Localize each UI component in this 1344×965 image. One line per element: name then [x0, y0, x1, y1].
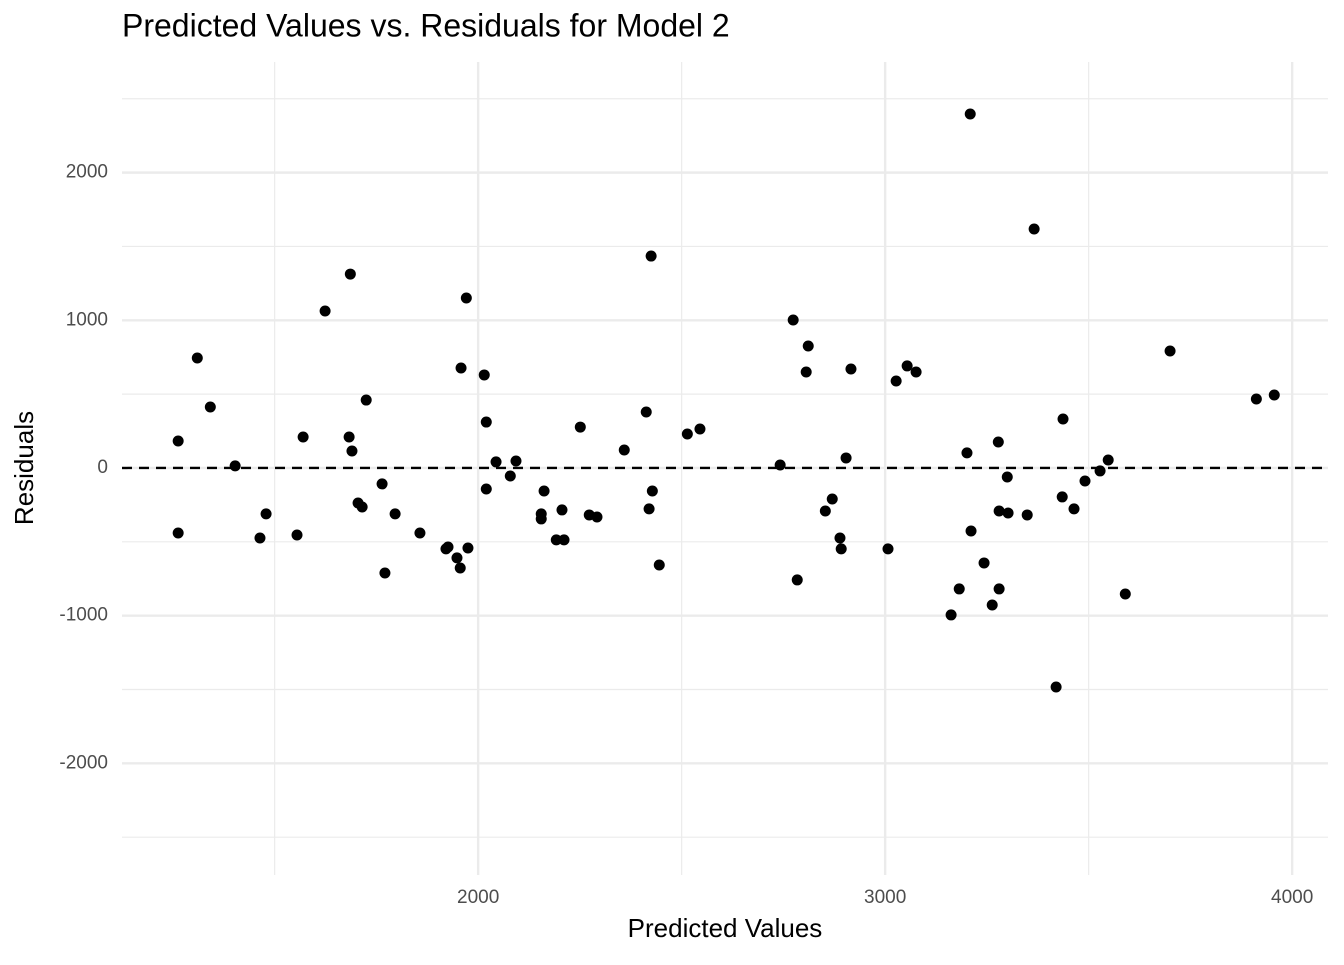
y-tick-label: 1000 — [66, 309, 108, 330]
point — [840, 452, 852, 464]
point — [1102, 454, 1114, 466]
point — [510, 455, 522, 467]
point — [802, 340, 814, 352]
point — [504, 470, 516, 482]
point — [965, 525, 977, 537]
point — [490, 456, 502, 468]
point — [1268, 389, 1280, 401]
point — [1164, 345, 1176, 357]
point — [346, 445, 358, 457]
point — [953, 583, 965, 595]
point — [172, 527, 184, 539]
point — [591, 511, 603, 523]
y-tick-label: 0 — [97, 457, 108, 478]
chart-title: Predicted Values vs. Residuals for Model… — [122, 7, 730, 43]
point — [901, 360, 913, 372]
y-tick-label: -1000 — [59, 605, 108, 626]
point — [1250, 393, 1262, 405]
point — [462, 542, 474, 554]
point — [978, 557, 990, 569]
point — [343, 431, 355, 443]
point — [558, 534, 570, 546]
point — [1050, 681, 1062, 693]
point — [204, 401, 216, 413]
point — [360, 394, 372, 406]
point — [787, 314, 799, 326]
y-tick-label: -2000 — [59, 752, 108, 773]
point — [819, 505, 831, 517]
point — [229, 460, 241, 472]
x-tick-label: 3000 — [864, 887, 906, 908]
point — [618, 444, 630, 456]
point — [1068, 503, 1080, 515]
point — [455, 362, 467, 374]
y-tick-label: 2000 — [66, 162, 108, 183]
y-axis-title: Residuals — [9, 411, 39, 525]
point — [845, 363, 857, 375]
point — [574, 421, 586, 433]
point — [454, 562, 466, 574]
point — [451, 552, 463, 564]
point — [1001, 471, 1013, 483]
point — [1094, 465, 1106, 477]
point — [379, 567, 391, 579]
point — [414, 527, 426, 539]
x-tick-label: 2000 — [457, 887, 499, 908]
x-axis-title: Predicted Values — [628, 913, 823, 943]
x-tick-label: 4000 — [1271, 887, 1313, 908]
point — [344, 268, 356, 280]
point — [1057, 413, 1069, 425]
point — [645, 250, 657, 262]
point — [791, 574, 803, 586]
point — [1002, 507, 1014, 519]
point — [389, 508, 401, 520]
point — [172, 435, 184, 447]
point — [442, 541, 454, 553]
point — [964, 108, 976, 120]
point — [460, 292, 472, 304]
point — [480, 483, 492, 495]
point — [297, 431, 309, 443]
point — [681, 428, 693, 440]
point — [694, 423, 706, 435]
point — [835, 543, 847, 555]
point — [834, 532, 846, 544]
point — [1079, 475, 1091, 487]
point — [1056, 491, 1068, 503]
point — [550, 534, 562, 546]
point — [556, 504, 568, 516]
point — [646, 485, 658, 497]
point — [478, 369, 490, 381]
point — [291, 529, 303, 541]
point — [992, 436, 1004, 448]
point — [376, 478, 388, 490]
point — [643, 503, 655, 515]
point — [1021, 509, 1033, 521]
point — [945, 609, 957, 621]
point — [774, 459, 786, 471]
point — [319, 305, 331, 317]
point — [260, 508, 272, 520]
point — [640, 406, 652, 418]
point — [1028, 223, 1040, 235]
point — [826, 493, 838, 505]
point — [1119, 588, 1131, 600]
point — [993, 583, 1005, 595]
point — [890, 375, 902, 387]
point — [993, 505, 1005, 517]
point — [653, 559, 665, 571]
point — [800, 366, 812, 378]
point — [538, 485, 550, 497]
point — [961, 447, 973, 459]
point — [986, 599, 998, 611]
point — [191, 352, 203, 364]
point — [882, 543, 894, 555]
point — [910, 366, 922, 378]
point — [535, 513, 547, 525]
point — [356, 501, 368, 513]
point — [480, 416, 492, 428]
point — [254, 532, 266, 544]
